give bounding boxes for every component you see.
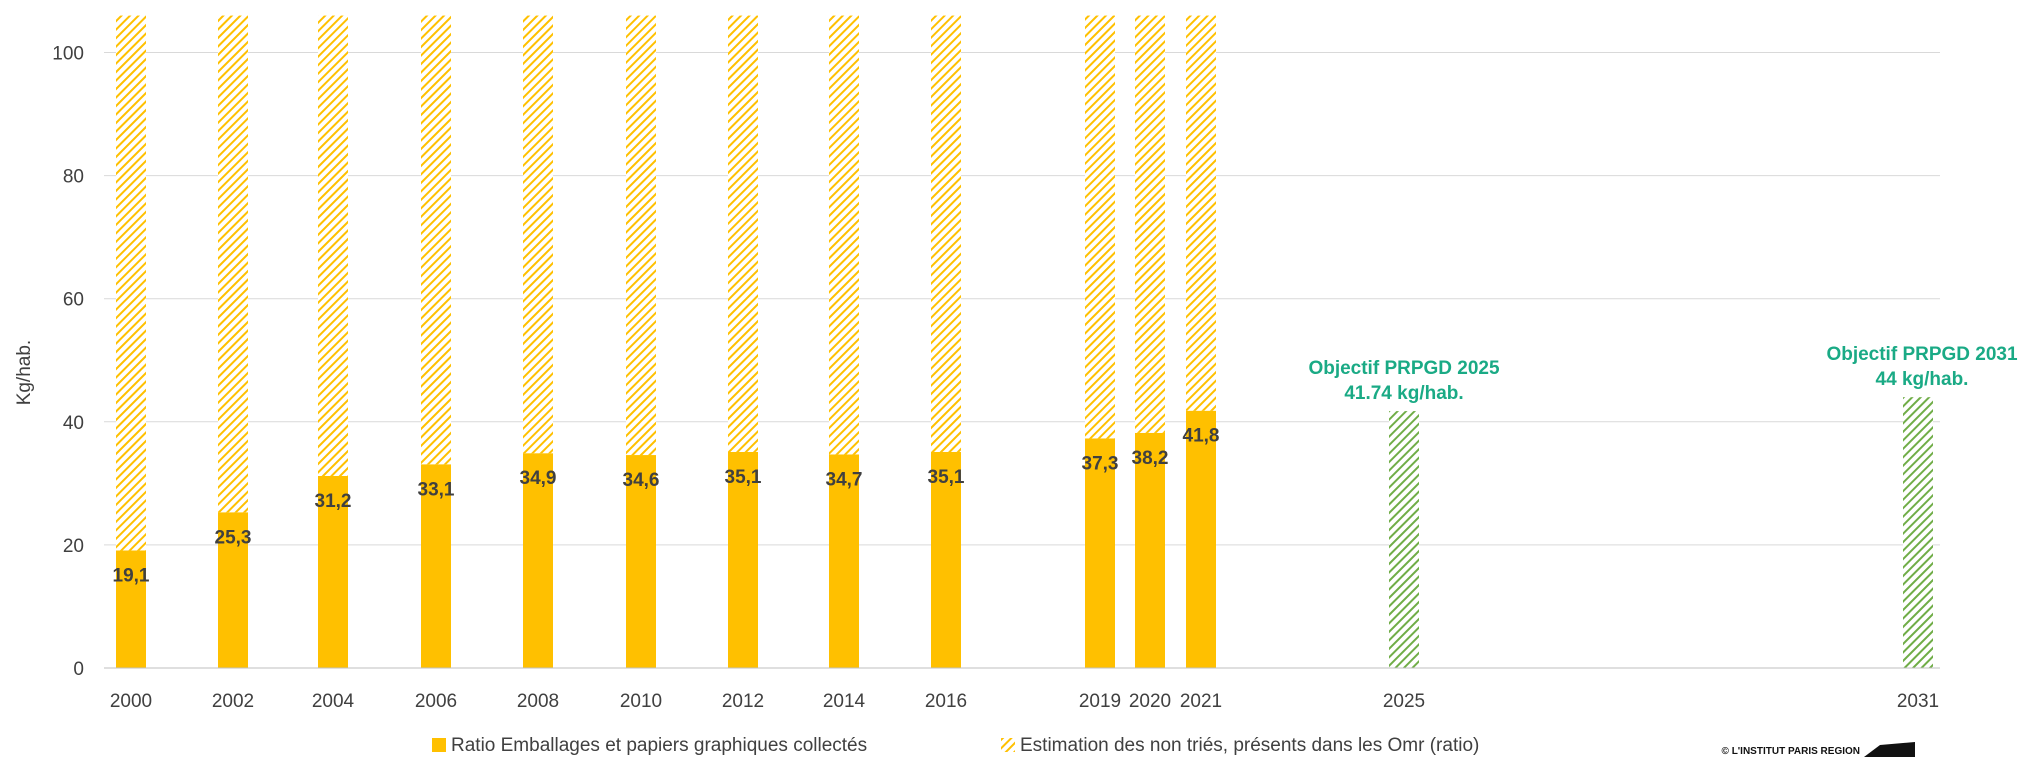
x-tick-label: 2000 <box>110 691 152 712</box>
legend: Ratio Emballages et papiers graphiques c… <box>432 735 1479 756</box>
bar-omr-estimate <box>421 15 451 465</box>
x-tick-label: 2012 <box>722 691 764 712</box>
bar-collected <box>1135 432 1165 668</box>
grid-lines <box>104 52 1940 546</box>
x-tick-label: 2004 <box>312 691 355 712</box>
legend-label-collected: Ratio Emballages et papiers graphiques c… <box>451 735 867 756</box>
x-tick-label: 2010 <box>620 691 662 712</box>
bar-collected <box>318 475 348 668</box>
x-tick-label: 2019 <box>1079 691 1121 712</box>
data-label: 41,8 <box>1183 426 1220 447</box>
institut-paris-region-logo: © L'INSTITUT PARIS REGION <box>1722 742 1915 757</box>
data-label: 19,1 <box>113 565 150 586</box>
x-tick-label: 2006 <box>415 691 457 712</box>
bar-omr-estimate <box>218 15 248 513</box>
y-tick-label: 80 <box>63 167 84 188</box>
data-label: 35,1 <box>928 467 965 488</box>
data-label: 38,2 <box>1132 448 1169 469</box>
y-tick-label: 100 <box>52 44 84 65</box>
data-label: 33,1 <box>418 479 455 500</box>
bar-collected <box>626 455 656 668</box>
bar-collected <box>523 453 553 668</box>
data-label: 34,9 <box>520 468 557 489</box>
bar-collected <box>1085 438 1115 668</box>
x-tick-label: 2025 <box>1383 691 1425 712</box>
bar-omr-estimate <box>931 15 961 452</box>
y-tick-label: 20 <box>63 536 84 557</box>
data-label: 34,7 <box>826 469 863 490</box>
x-tick-label: 2014 <box>823 691 866 712</box>
bar-collected <box>931 451 961 668</box>
y-tick-label: 60 <box>63 290 84 311</box>
data-labels: 19,1 25,3 31,2 33,1 34,9 34,6 35,1 34,7 35,1 37,3… <box>113 426 1220 587</box>
legend-swatch-omr-estimate <box>1001 738 1015 752</box>
data-label: 25,3 <box>215 527 252 548</box>
legend-label-omr-estimate: Estimation des non triés, présents dans … <box>1020 735 1479 756</box>
x-axis-ticks: 2000 2002 2004 2006 2008 2010 2012 2014 2016 2019… <box>110 691 1939 712</box>
bar-omr-estimate <box>318 15 348 476</box>
bar-omr-estimate <box>1186 15 1216 411</box>
data-label: 35,1 <box>725 467 762 488</box>
target-label-title: Objectif PRPGD 2025 <box>1308 358 1500 379</box>
bar-collected <box>1186 410 1216 668</box>
legend-swatch-collected <box>432 738 446 752</box>
bar-collected <box>218 512 248 668</box>
target-label-value: 44 kg/hab. <box>1876 369 1969 390</box>
bar-omr-estimate <box>829 15 859 455</box>
y-axis-label: Kg/hab. <box>14 340 35 406</box>
x-tick-label: 2016 <box>925 691 967 712</box>
x-tick-label: 2020 <box>1129 691 1171 712</box>
x-tick-label: 2021 <box>1180 691 1222 712</box>
bar-target-2025 <box>1389 411 1419 668</box>
bar-collected <box>829 454 859 668</box>
x-tick-label: 2002 <box>212 691 254 712</box>
bar-collected <box>421 464 451 668</box>
target-labels: Objectif PRPGD 2025 41.74 kg/hab. Objectif… <box>1308 344 2018 404</box>
bar-collected <box>116 550 146 668</box>
bar-omr-estimate <box>523 15 553 454</box>
y-axis-ticks: 0 20 40 60 80 100 <box>52 44 84 681</box>
data-label: 34,6 <box>623 470 660 491</box>
bar-omr-estimate <box>728 15 758 452</box>
x-tick-label: 2031 <box>1897 691 1939 712</box>
bar-omr-estimate <box>1135 15 1165 433</box>
bars <box>116 15 1933 668</box>
x-tick-label: 2008 <box>517 691 559 712</box>
y-tick-label: 0 <box>73 659 84 680</box>
bar-omr-estimate <box>116 15 146 551</box>
target-label-title: Objectif PRPGD 2031 <box>1826 344 2018 365</box>
logo-shape <box>1864 742 1915 757</box>
bar-omr-estimate <box>626 15 656 456</box>
data-label: 37,3 <box>1082 453 1119 474</box>
bar-omr-estimate <box>1085 15 1115 439</box>
y-tick-label: 40 <box>63 413 84 434</box>
bar-target-2031 <box>1903 397 1933 668</box>
credit-text: © L'INSTITUT PARIS REGION <box>1722 746 1860 757</box>
target-label-value: 41.74 kg/hab. <box>1344 383 1463 404</box>
bar-collected <box>728 451 758 668</box>
data-label: 31,2 <box>315 491 352 512</box>
